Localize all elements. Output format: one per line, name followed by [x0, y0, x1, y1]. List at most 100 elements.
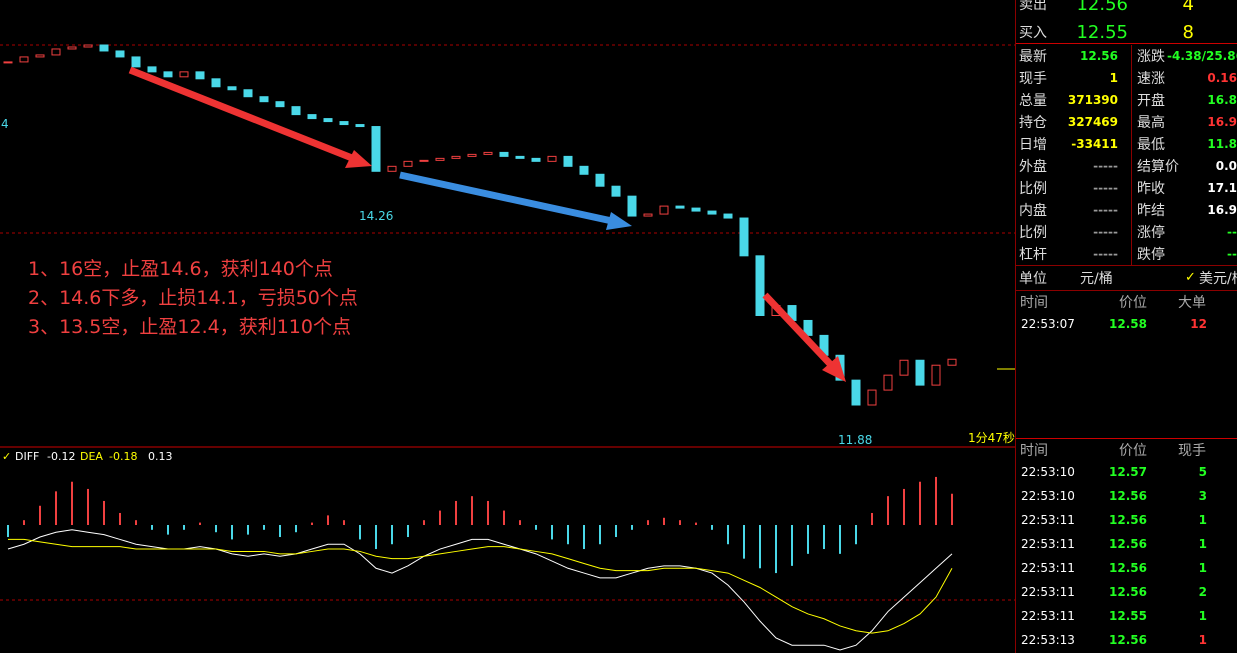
candle [35, 54, 45, 58]
macd-bar [855, 525, 857, 545]
volume: 1 [1198, 633, 1207, 647]
candle [179, 71, 189, 78]
candle [67, 46, 77, 50]
time: 22:53:11 [1021, 585, 1075, 599]
countdown: 1分47秒 [968, 431, 1015, 445]
column-header: 价位 [1119, 295, 1147, 311]
stat-value: 11.8 [1207, 137, 1237, 151]
price: 12.57 [1109, 465, 1147, 479]
stat-value: 1 [1109, 71, 1118, 85]
macd-bar [263, 525, 265, 530]
candle [387, 165, 397, 172]
stat-label: 日增 [1019, 137, 1047, 153]
macd-bar [87, 488, 89, 525]
stat-label: 外盘 [1019, 159, 1047, 175]
candle [563, 155, 573, 167]
divider [1016, 438, 1237, 439]
price: 12.55 [1109, 609, 1147, 623]
candle [243, 89, 253, 98]
candle [259, 96, 269, 103]
candle [19, 56, 29, 63]
macd-bar [231, 525, 233, 540]
macd-bar [807, 525, 809, 554]
candle [371, 126, 381, 172]
candle [323, 118, 333, 123]
candle [627, 195, 637, 217]
unit-option[interactable]: 美元/桶 [1199, 271, 1237, 287]
candle [515, 155, 525, 159]
stat-value: 16.9 [1207, 115, 1237, 129]
macd-bar [471, 496, 473, 525]
macd-bar [615, 525, 617, 538]
macd-bar [567, 525, 569, 545]
macd-bar [343, 520, 345, 525]
macd-bar [119, 512, 121, 525]
column-header: 大单 [1178, 295, 1206, 311]
macd-bar [791, 525, 793, 566]
stat-label: 最新 [1019, 49, 1047, 65]
candle [899, 359, 909, 376]
macd-bar [407, 525, 409, 538]
candle [3, 61, 13, 64]
stat-value: 16.9 [1207, 203, 1237, 217]
macd-bar [7, 525, 9, 538]
stat-label: 最低 [1137, 137, 1165, 153]
volume: 12 [1190, 317, 1207, 331]
column-header: 现手 [1178, 443, 1206, 459]
checkbox[interactable]: ✓ [1185, 270, 1196, 285]
quote-label: 买入 [1019, 25, 1047, 41]
candle [499, 151, 509, 157]
candle [339, 121, 349, 126]
quote-volume: 8 [1182, 22, 1194, 43]
macd-bar [359, 525, 361, 540]
macd-bar [519, 520, 521, 525]
volume: 1 [1198, 609, 1207, 623]
column-header: 时间 [1020, 295, 1048, 311]
quote-volume: 4 [1182, 0, 1194, 15]
arrowhead [822, 356, 846, 382]
macd-bar [199, 522, 201, 525]
macd-value: 0.13 [148, 450, 173, 463]
macd-bar [455, 500, 457, 525]
stat-label: 比例 [1019, 225, 1047, 241]
macd-bar [103, 500, 105, 525]
macd-bar [391, 525, 393, 545]
candle [115, 50, 125, 58]
macd-bar [871, 512, 873, 525]
macd-bar [247, 525, 249, 535]
time: 22:53:10 [1021, 465, 1075, 479]
annotation: 1、16空，止盈14.6，获利140个点 [28, 258, 333, 280]
time: 22:53:11 [1021, 609, 1075, 623]
stat-value: ----- [1093, 225, 1118, 239]
stat-label: 跌停 [1137, 247, 1165, 263]
column-header: 时间 [1020, 443, 1048, 459]
candle [579, 165, 589, 175]
candle [403, 160, 413, 167]
candle [291, 106, 301, 116]
time: 22:53:11 [1021, 561, 1075, 575]
candle [483, 151, 493, 155]
candle [51, 48, 61, 56]
candle [611, 185, 621, 197]
arrow [128, 66, 354, 162]
time: 22:53:11 [1021, 537, 1075, 551]
price-label: 11.88 [838, 433, 872, 447]
macd-label: DIFF [15, 450, 39, 463]
macd-bar [279, 525, 281, 538]
candle [931, 364, 941, 386]
panel-border [1015, 0, 1016, 653]
chart-area: 4 14.26 11.88 1分47秒 1、16空，止盈14.6，获利140个点… [0, 44, 1015, 651]
stat-value: 16.8 [1207, 93, 1237, 107]
macd-bar [631, 525, 633, 530]
arrowhead [345, 150, 372, 168]
candle [531, 157, 541, 162]
stat-value: 0.16 [1207, 71, 1237, 85]
volume: 1 [1198, 537, 1207, 551]
price: 12.56 [1109, 561, 1147, 575]
candle [851, 379, 861, 406]
candle [195, 71, 205, 80]
candle [163, 71, 173, 78]
candle [755, 255, 765, 316]
stat-value: 17.1 [1207, 181, 1237, 195]
